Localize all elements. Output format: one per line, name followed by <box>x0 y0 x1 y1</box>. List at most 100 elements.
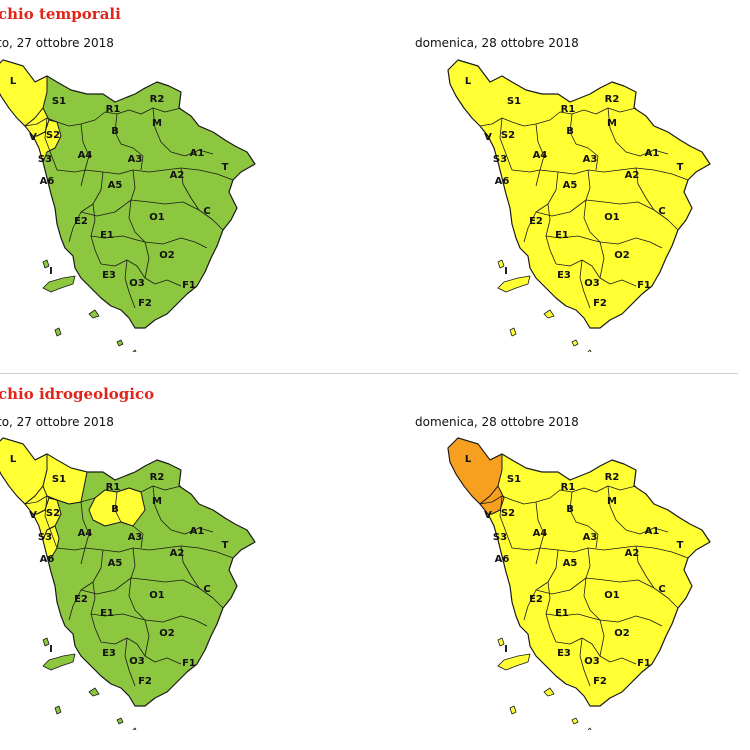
zone-label-o2: O2 <box>614 628 630 639</box>
zone-label-b: B <box>566 504 574 515</box>
zone-boundary <box>128 577 146 621</box>
zone-boundary <box>599 241 605 279</box>
zone-label-v: V <box>484 132 492 143</box>
zone-label-i: I <box>504 266 508 277</box>
zone-label-a4: A4 <box>78 150 93 161</box>
zone-boundary <box>100 637 182 665</box>
zone-label-v: V <box>29 510 37 521</box>
island <box>497 275 531 293</box>
zone-boundary <box>599 619 605 657</box>
zone-label-o1: O1 <box>604 590 620 601</box>
zone-boundary <box>114 113 144 157</box>
zone-label-t: T <box>222 540 229 551</box>
island <box>509 705 517 715</box>
zone-label-s3: S3 <box>38 154 52 165</box>
date-label-saturday: to, 27 ottobre 2018 <box>0 36 114 50</box>
zone-label-o3: O3 <box>584 656 600 667</box>
zone-boundary <box>140 155 144 171</box>
zone-boundary <box>583 199 601 243</box>
zone-label-t: T <box>677 540 684 551</box>
zone-label-e1: E1 <box>100 230 114 241</box>
zone-boundary <box>44 495 58 549</box>
zone-boundary <box>511 167 689 181</box>
zone-label-a1: A1 <box>190 148 205 159</box>
zone-label-r1: R1 <box>561 104 576 115</box>
zone-boundary <box>130 169 136 201</box>
zone-label-o1: O1 <box>149 590 165 601</box>
zone-label-e3: E3 <box>557 270 571 281</box>
island <box>54 327 62 337</box>
zone-label-m: M <box>607 118 617 129</box>
zone-label-a2: A2 <box>625 170 640 181</box>
zone-label-a1: A1 <box>645 526 660 537</box>
zone-label-a6: A6 <box>40 554 55 565</box>
zone-boundary <box>569 113 599 157</box>
region-outline <box>0 437 256 707</box>
island <box>543 309 555 319</box>
zone-boundary <box>585 547 591 579</box>
zone-label-v: V <box>484 510 492 521</box>
zone-boundary <box>607 485 627 531</box>
zone-boundary <box>124 637 136 687</box>
zone-label-i: I <box>504 644 508 655</box>
zone-label-b: B <box>111 126 119 137</box>
island <box>116 717 124 725</box>
zone-label-f2: F2 <box>138 298 152 309</box>
zone-boundary <box>170 527 214 535</box>
island <box>543 687 555 697</box>
zone-boundary <box>68 171 104 243</box>
zone-boundary <box>607 107 627 153</box>
zone-label-e1: E1 <box>555 230 569 241</box>
island <box>54 705 62 715</box>
zone-boundary <box>100 259 182 287</box>
zone-label-r1: R1 <box>561 482 576 493</box>
zone-label-a3: A3 <box>128 532 143 543</box>
island <box>497 637 505 647</box>
zone-label-r2: R2 <box>150 472 165 483</box>
zone-label-f2: F2 <box>138 676 152 687</box>
zone-label-r2: R2 <box>150 94 165 105</box>
zone-label-c: C <box>658 584 665 595</box>
zone-label-o3: O3 <box>129 656 145 667</box>
zone-label-c: C <box>658 206 665 217</box>
zone-label-o3: O3 <box>129 278 145 289</box>
zone-label-s2: S2 <box>46 508 60 519</box>
zone-boundary <box>180 167 224 231</box>
date-label-sunday-idro: domenica, 28 ottobre 2018 <box>415 415 579 429</box>
zone-label-o2: O2 <box>159 628 175 639</box>
zone-boundary <box>479 485 637 505</box>
zone-boundary <box>595 533 599 549</box>
zone-boundary <box>152 485 172 531</box>
zone-label-a6: A6 <box>495 554 510 565</box>
zone-boundary <box>124 259 136 309</box>
zone-label-f1: F1 <box>637 280 651 291</box>
zone-label-c: C <box>203 206 210 217</box>
island <box>497 259 505 269</box>
island <box>42 259 50 269</box>
zone-label-v: V <box>29 132 37 143</box>
zone-label-f1: F1 <box>637 658 651 669</box>
zone-boundary <box>152 107 172 153</box>
zone-label-f1: F1 <box>182 658 196 669</box>
zone-boundary <box>499 117 513 171</box>
zone-label-l: L <box>465 454 472 465</box>
zone-boundary <box>24 107 182 127</box>
zone-boundary <box>635 167 679 231</box>
zone-label-o3: O3 <box>584 278 600 289</box>
region-map-svg: L V S1 S2 S3 R1 R2 B M A1 A2 A3 A4 A5 A6 T C O1 O2 O3 E1 E2 E3… <box>0 437 256 730</box>
zone-boundary <box>511 545 689 559</box>
zone-boundary <box>499 495 513 549</box>
zone-label-a5: A5 <box>563 180 578 191</box>
zone-boundary <box>144 241 150 279</box>
zone-boundary <box>144 619 150 657</box>
zone-boundary <box>579 259 591 309</box>
island <box>116 339 124 347</box>
zone-label-a4: A4 <box>78 528 93 539</box>
zone-label-e3: E3 <box>557 648 571 659</box>
region-outline <box>447 59 711 329</box>
zone-label-r1: R1 <box>106 104 121 115</box>
zone-label-a6: A6 <box>40 176 55 187</box>
zone-label-r2: R2 <box>605 472 620 483</box>
zone-label-e1: E1 <box>100 608 114 619</box>
region-outline <box>0 59 256 329</box>
